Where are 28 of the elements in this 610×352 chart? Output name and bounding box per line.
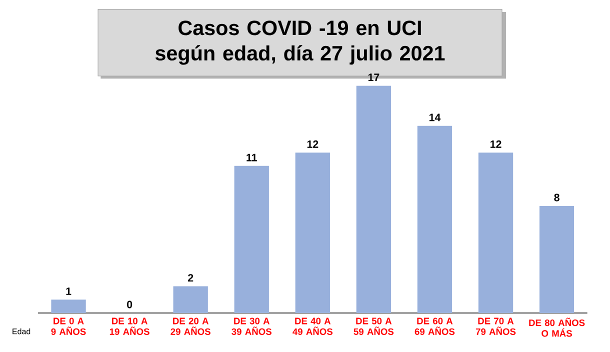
x-tick-label: DE 80 AÑOS O MÁS	[529, 318, 585, 337]
data-label: 8	[554, 194, 560, 202]
data-label: 0	[127, 300, 132, 308]
x-tick-label: DE 60 A 69 AÑOS	[414, 318, 455, 335]
data-label: 12	[307, 140, 318, 148]
data-label: 12	[490, 140, 502, 148]
bar	[234, 166, 269, 313]
x-axis-title: Edad	[12, 328, 30, 334]
data-label: 1	[66, 288, 72, 295]
data-label: 17	[368, 74, 380, 82]
x-tick-label: DE 70 A 79 AÑOS	[476, 318, 516, 335]
x-tick-label: DE 40 A 49 AÑOS	[292, 318, 333, 335]
data-label: 14	[429, 114, 441, 122]
bar	[51, 300, 86, 313]
bar	[417, 126, 452, 313]
bar	[478, 152, 514, 313]
bar	[356, 86, 392, 313]
data-label: 11	[246, 154, 257, 162]
chart-title: Casos COVID -19 en UCI según edad, día 27 julio 2021	[155, 20, 445, 65]
x-tick-label: DE 10 A 19 AÑOS	[110, 318, 150, 335]
bar	[539, 206, 574, 313]
x-tick-label: DE 30 A 39 AÑOS	[232, 318, 272, 335]
x-tick-label: DE 20 A 29 AÑOS	[170, 318, 210, 335]
data-label: 2	[188, 274, 194, 282]
bar	[173, 286, 208, 313]
x-tick-label: DE 50 A 59 AÑOS	[354, 318, 394, 335]
x-tick-label: DE 0 A 9 AÑOS	[51, 318, 86, 335]
bar	[295, 152, 330, 313]
